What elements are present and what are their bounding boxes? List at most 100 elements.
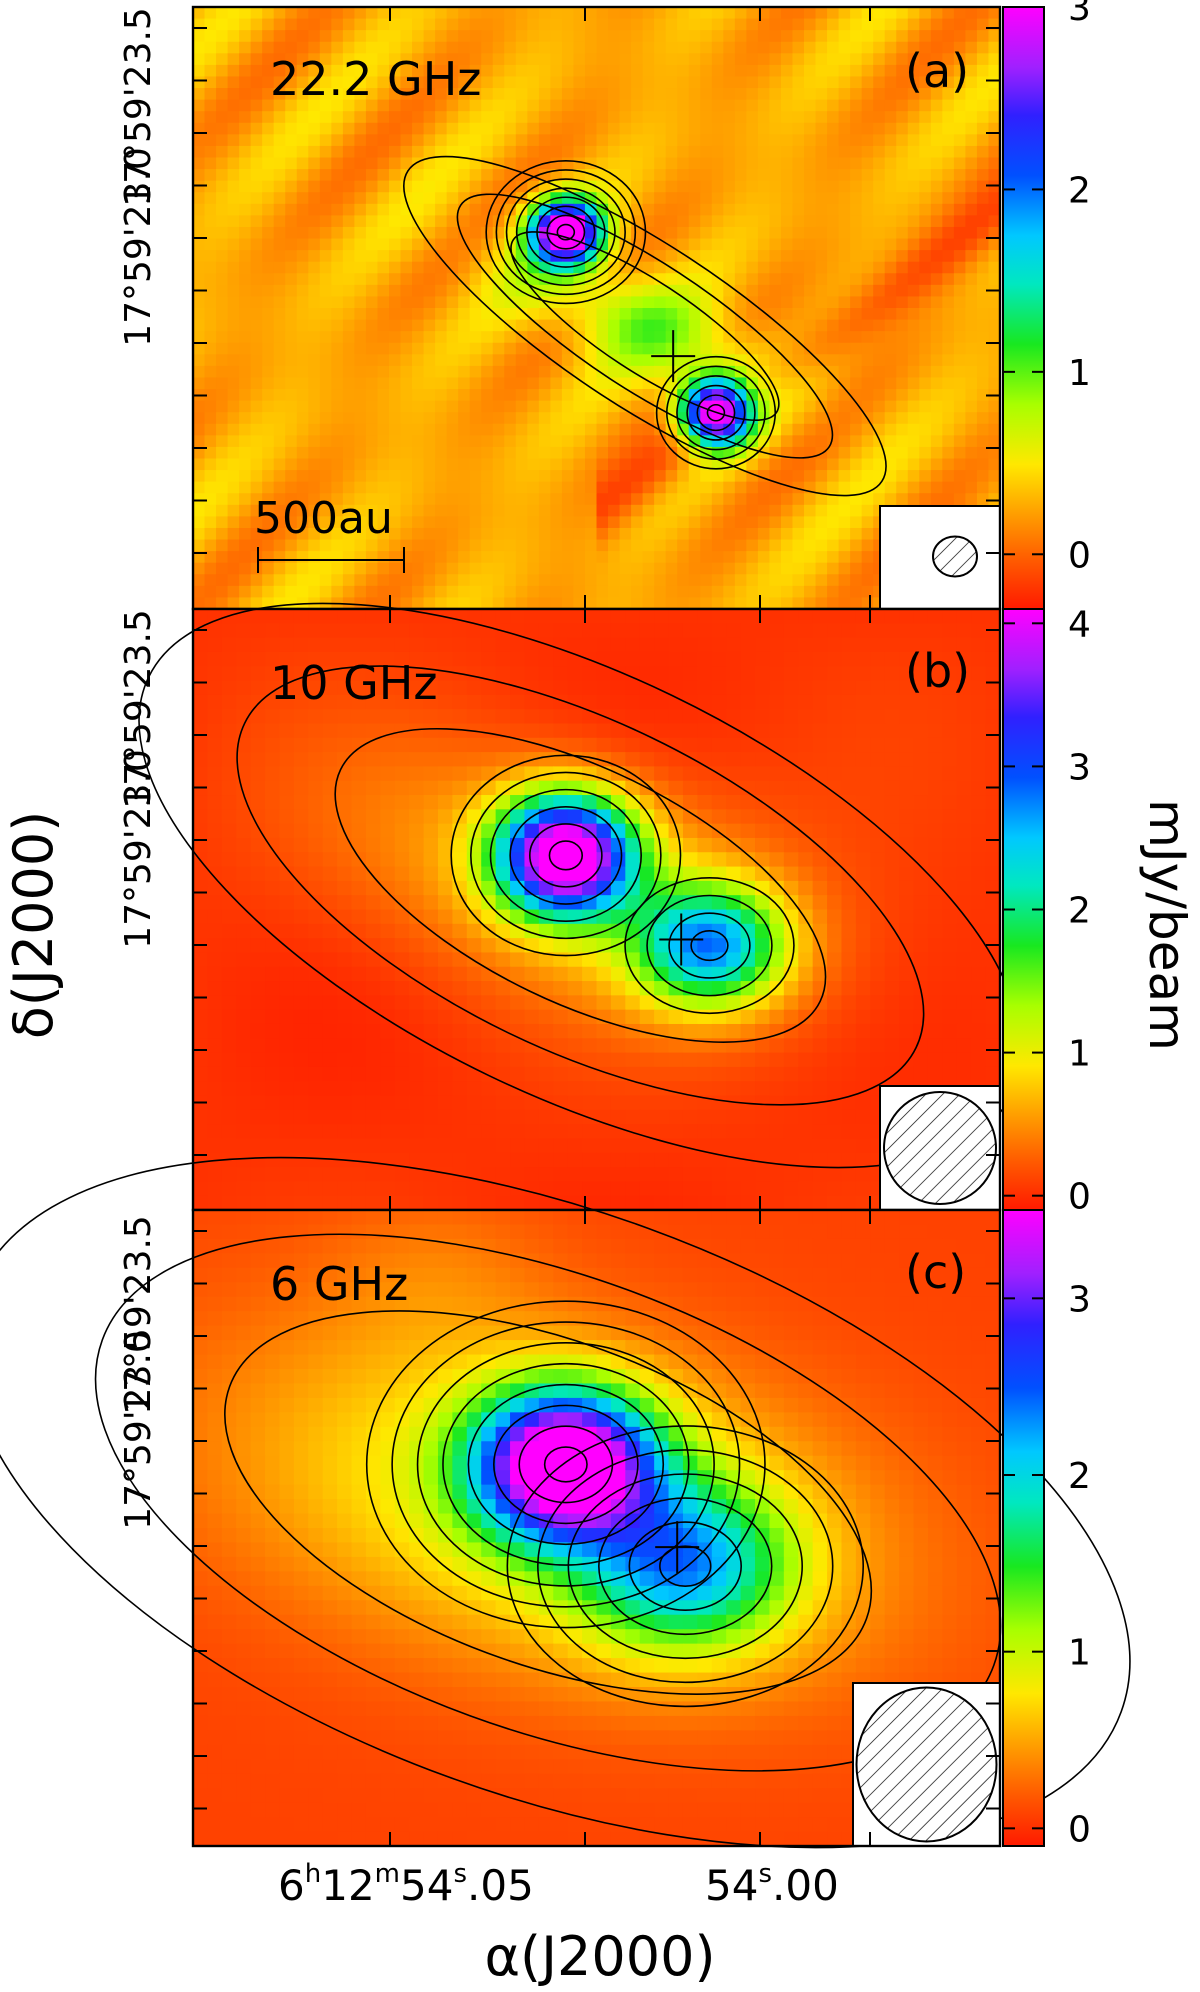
heatmap-cell xyxy=(642,516,655,529)
heatmap-cell xyxy=(388,365,402,379)
heatmap-cell xyxy=(988,111,1001,124)
heatmap-cell xyxy=(757,273,771,286)
heatmap-cell xyxy=(642,180,655,193)
heatmap-cell xyxy=(481,852,497,868)
heatmap-cell xyxy=(838,261,851,274)
heatmap-cell xyxy=(469,53,482,66)
heatmap-cell xyxy=(677,76,690,89)
heatmap-cell xyxy=(337,623,353,639)
heatmap-cell xyxy=(927,780,943,796)
heatmap-cell xyxy=(965,342,978,355)
heatmap-cell xyxy=(510,609,526,624)
heatmap-cell xyxy=(838,308,851,321)
heatmap-cell xyxy=(221,666,237,682)
heatmap-cell xyxy=(723,470,736,483)
heatmap-cell xyxy=(654,169,667,182)
heatmap-cell xyxy=(423,250,436,263)
heatmap-cell xyxy=(239,435,252,448)
heatmap-cell xyxy=(723,539,736,552)
heatmap-cell xyxy=(365,354,379,367)
heatmap-cell xyxy=(377,365,390,379)
heatmap-cell xyxy=(354,250,367,263)
heatmap-cell xyxy=(561,250,575,263)
heatmap-cell xyxy=(654,597,667,610)
heatmap-cell xyxy=(377,99,390,112)
heatmap-cell xyxy=(227,412,240,425)
heatmap-cell xyxy=(239,527,252,541)
heatmap-cell xyxy=(953,308,967,321)
heatmap-cell xyxy=(446,377,459,390)
heatmap-cell xyxy=(734,585,747,599)
heatmap-cell xyxy=(697,852,713,868)
heatmap-cell xyxy=(711,226,724,240)
heatmap-cell xyxy=(584,180,598,193)
heatmap-cell xyxy=(631,354,644,367)
heatmap-cell xyxy=(677,7,690,20)
heatmap-cell xyxy=(567,837,583,853)
heatmap-cell xyxy=(884,423,897,436)
heatmap-cell xyxy=(896,134,909,147)
heatmap-cell xyxy=(734,238,747,251)
heatmap-cell xyxy=(207,709,223,725)
heatmap-cell xyxy=(654,585,667,599)
heatmap-cell xyxy=(423,609,439,624)
heatmap-cell xyxy=(262,493,275,506)
heatmap-cell xyxy=(538,709,554,725)
heatmap-cell xyxy=(965,354,978,367)
heatmap-cell xyxy=(610,809,626,825)
heatmap-cell xyxy=(913,623,929,639)
heatmap-cell xyxy=(665,446,678,460)
heatmap-cell xyxy=(296,284,309,298)
heatmap-cell xyxy=(726,852,742,868)
heatmap-cell xyxy=(769,145,782,159)
heatmap-cell xyxy=(365,400,379,413)
colorbar-1 xyxy=(1002,6,1045,610)
heatmap-cell xyxy=(492,458,505,471)
heatmap-cell xyxy=(642,446,655,460)
heatmap-cell xyxy=(221,737,237,753)
heatmap-cell xyxy=(582,723,598,739)
heatmap-cell xyxy=(654,157,667,170)
heatmap-cell xyxy=(331,296,344,309)
heatmap-cell xyxy=(308,88,321,101)
heatmap-cell xyxy=(342,481,355,494)
heatmap-cell xyxy=(423,273,436,286)
heatmap-cell xyxy=(365,446,379,460)
heatmap-cell xyxy=(896,215,909,228)
heatmap-cell xyxy=(740,609,756,624)
heatmap-cell xyxy=(273,308,286,321)
heatmap-cell xyxy=(942,88,955,101)
heatmap-cell xyxy=(711,331,724,344)
heatmap-cell xyxy=(400,527,413,541)
heatmap-cell xyxy=(446,215,459,228)
heatmap-cell xyxy=(734,180,747,193)
heatmap-cell xyxy=(913,852,929,868)
heatmap-cell xyxy=(216,319,229,332)
heatmap-cell xyxy=(204,53,217,66)
heatmap-cell xyxy=(262,226,275,240)
heatmap-cell xyxy=(515,481,528,494)
heatmap-cell xyxy=(815,88,828,101)
heatmap-cell xyxy=(769,53,782,66)
heatmap-cell xyxy=(567,709,583,725)
heatmap-cell xyxy=(331,562,344,575)
heatmap-cell xyxy=(780,169,794,182)
heatmap-cell xyxy=(780,516,794,529)
heatmap-cell xyxy=(515,7,528,20)
heatmap-cell xyxy=(377,238,390,251)
heatmap-cell xyxy=(354,412,367,425)
heatmap-cell xyxy=(388,377,402,390)
heatmap-cell xyxy=(700,470,713,483)
heatmap-cell xyxy=(769,446,782,460)
heatmap-cell xyxy=(884,284,897,298)
heatmap-cell xyxy=(400,481,413,494)
heatmap-cell xyxy=(861,504,874,517)
heatmap-cell xyxy=(250,680,266,696)
heatmap-cell xyxy=(319,354,332,367)
heatmap-cell xyxy=(446,284,459,298)
heatmap-cell xyxy=(798,880,814,896)
heatmap-cell xyxy=(884,880,900,896)
heatmap-cell xyxy=(351,866,367,882)
heatmap-cell xyxy=(780,574,794,587)
heatmap-cell xyxy=(481,389,494,402)
